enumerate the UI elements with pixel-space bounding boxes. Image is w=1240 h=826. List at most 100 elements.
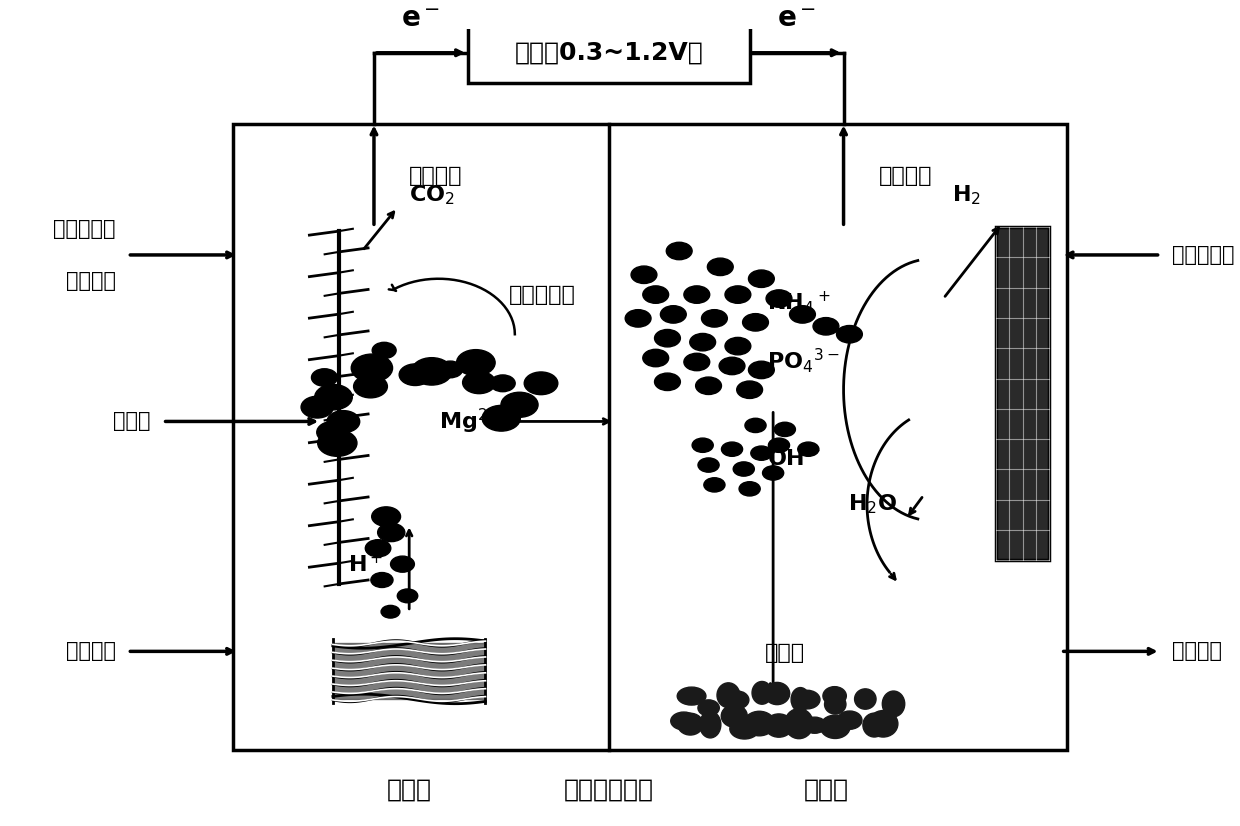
Circle shape: [631, 266, 657, 283]
Circle shape: [707, 258, 733, 276]
Circle shape: [327, 411, 360, 433]
Ellipse shape: [821, 715, 851, 738]
Ellipse shape: [795, 691, 820, 709]
Circle shape: [749, 361, 774, 378]
Text: CO$_2$: CO$_2$: [409, 183, 455, 207]
Circle shape: [661, 306, 686, 323]
Ellipse shape: [698, 700, 719, 716]
Circle shape: [351, 354, 393, 382]
Circle shape: [655, 373, 681, 391]
Circle shape: [372, 342, 396, 358]
Text: NH$_4$$^+$: NH$_4$$^+$: [768, 289, 831, 316]
Polygon shape: [332, 643, 486, 699]
Circle shape: [501, 392, 538, 417]
Circle shape: [625, 310, 651, 327]
Circle shape: [739, 482, 760, 496]
Circle shape: [372, 507, 401, 526]
Text: H$_2$O: H$_2$O: [848, 493, 898, 516]
Ellipse shape: [744, 711, 775, 736]
Circle shape: [353, 375, 387, 398]
Text: 肥料收集: 肥料收集: [1172, 641, 1223, 662]
Circle shape: [769, 438, 790, 453]
Circle shape: [412, 358, 453, 385]
Circle shape: [702, 310, 728, 327]
Ellipse shape: [785, 709, 813, 738]
Circle shape: [399, 364, 432, 386]
Ellipse shape: [677, 713, 703, 735]
Circle shape: [684, 286, 709, 303]
Text: 镁质矿物: 镁质矿物: [66, 641, 115, 662]
Text: 气体收集: 气体收集: [409, 166, 463, 186]
Circle shape: [689, 334, 715, 351]
Circle shape: [725, 286, 750, 303]
Bar: [996, 227, 1049, 560]
Circle shape: [642, 286, 668, 303]
Circle shape: [737, 381, 763, 398]
Ellipse shape: [717, 683, 740, 708]
Text: H$_2$: H$_2$: [952, 183, 981, 207]
Text: 微生物: 微生物: [113, 411, 151, 431]
Text: 阴极室: 阴极室: [804, 778, 848, 802]
Ellipse shape: [671, 712, 697, 730]
Circle shape: [490, 375, 515, 392]
Circle shape: [722, 442, 743, 456]
Circle shape: [315, 384, 352, 410]
Circle shape: [698, 458, 719, 472]
Ellipse shape: [791, 687, 810, 711]
Circle shape: [766, 290, 792, 307]
Circle shape: [733, 462, 754, 476]
Circle shape: [317, 430, 357, 456]
Circle shape: [311, 368, 337, 387]
Circle shape: [837, 325, 862, 343]
Circle shape: [692, 438, 713, 453]
Ellipse shape: [765, 682, 790, 705]
Text: 鸟粪石: 鸟粪石: [765, 643, 805, 663]
Circle shape: [525, 372, 558, 395]
Circle shape: [743, 314, 769, 331]
Circle shape: [655, 330, 681, 347]
Text: PO$_4$$^{3-}$: PO$_4$$^{3-}$: [768, 346, 839, 375]
Ellipse shape: [804, 717, 826, 733]
Circle shape: [316, 421, 350, 444]
Text: OH$^-$: OH$^-$: [768, 449, 821, 468]
Ellipse shape: [863, 713, 885, 737]
Circle shape: [482, 406, 521, 431]
Text: 酸混合液: 酸混合液: [66, 271, 115, 291]
Ellipse shape: [883, 691, 905, 717]
Ellipse shape: [677, 687, 706, 705]
Ellipse shape: [699, 711, 720, 738]
Circle shape: [301, 396, 334, 418]
Circle shape: [774, 422, 795, 436]
Ellipse shape: [725, 691, 749, 709]
Ellipse shape: [868, 710, 898, 737]
Circle shape: [696, 377, 722, 395]
Ellipse shape: [751, 681, 773, 705]
Circle shape: [750, 446, 773, 460]
Text: 电源（0.3~1.2V）: 电源（0.3~1.2V）: [515, 40, 703, 64]
Text: e$^-$: e$^-$: [777, 5, 816, 33]
Circle shape: [456, 349, 495, 376]
Ellipse shape: [823, 686, 847, 705]
Circle shape: [391, 556, 414, 572]
Circle shape: [813, 317, 839, 335]
Circle shape: [749, 270, 774, 287]
Circle shape: [704, 477, 725, 492]
Text: 阳离子交换膜: 阳离子交换膜: [564, 778, 653, 802]
Circle shape: [745, 418, 766, 433]
Text: 低分子有机: 低分子有机: [53, 219, 115, 239]
Circle shape: [371, 572, 393, 587]
Text: H$^+$: H$^+$: [348, 553, 383, 576]
Circle shape: [790, 306, 816, 323]
Bar: [233, 124, 1066, 751]
Circle shape: [366, 539, 391, 557]
Circle shape: [763, 466, 784, 480]
Ellipse shape: [730, 719, 759, 739]
Circle shape: [797, 442, 818, 456]
Circle shape: [666, 242, 692, 259]
Circle shape: [381, 605, 399, 618]
Circle shape: [642, 349, 668, 367]
Ellipse shape: [825, 695, 846, 714]
Circle shape: [725, 337, 750, 355]
Text: 阳极室: 阳极室: [387, 778, 432, 802]
Circle shape: [378, 523, 404, 542]
